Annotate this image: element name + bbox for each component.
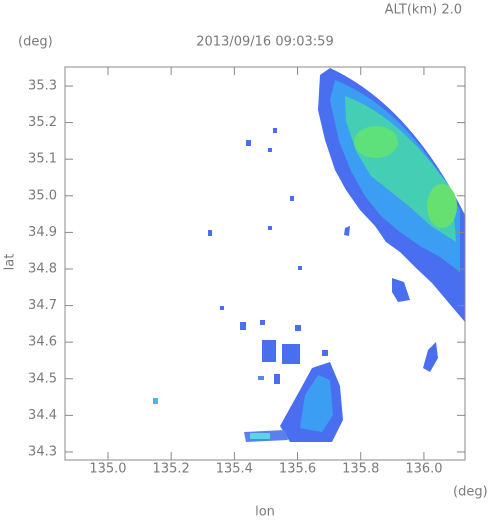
y-tick-label: 35.2 bbox=[28, 115, 57, 130]
x-tick-label: 136.0 bbox=[405, 462, 442, 477]
radar-echoes bbox=[153, 68, 465, 442]
y-tick-label: 35.1 bbox=[28, 152, 57, 167]
y-axis-label: lat bbox=[3, 254, 18, 271]
x-tick-label: 135.8 bbox=[342, 462, 379, 477]
x-tick-label: 135.2 bbox=[153, 462, 190, 477]
y-tick-label: 34.3 bbox=[28, 444, 57, 459]
y-tick-label: 35.0 bbox=[28, 188, 57, 203]
y-tick-label: 34.6 bbox=[28, 335, 57, 350]
y-tick-label: 35.3 bbox=[28, 79, 57, 94]
x-tick-label: 135.4 bbox=[216, 462, 253, 477]
y-tick-label: 34.7 bbox=[28, 298, 57, 313]
x-tick-label: 135.6 bbox=[279, 462, 316, 477]
chart-subtitle: ALT(km) 2.0 bbox=[385, 3, 462, 18]
x-unit: (deg) bbox=[453, 485, 488, 500]
chart-title: 2013/09/16 09:03:59 bbox=[196, 35, 333, 50]
y-tick-label: 34.4 bbox=[28, 408, 57, 423]
y-tick-label: 34.9 bbox=[28, 225, 57, 240]
y-tick-label: 34.5 bbox=[28, 371, 57, 386]
plot-frame bbox=[64, 66, 466, 461]
x-tick-label: 135.0 bbox=[89, 462, 126, 477]
x-axis-label: lon bbox=[255, 505, 275, 520]
y-tick-label: 34.8 bbox=[28, 261, 57, 276]
y-unit: (deg) bbox=[18, 35, 53, 50]
